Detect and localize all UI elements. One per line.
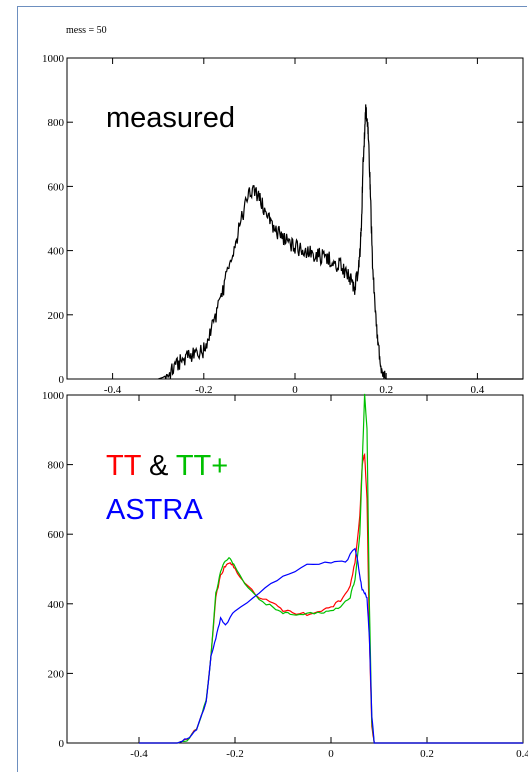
y-tick-label: 200 [48,668,65,680]
x-tick-label: -0.2 [195,384,212,396]
annotation-part-1: & [141,450,176,482]
y-tick-label: 0 [59,738,65,750]
y-tick-label: 400 [48,599,65,611]
y-tick-label: 800 [48,460,65,472]
header-text: mess = 50 [66,25,107,36]
plot-simulated: -0.4 -0.2 0 0.2 0.4 0 200 400 600 800 1000 TT & TT+… [42,390,528,760]
x-tick-label: 0.2 [420,748,434,760]
y-tick-label: 600 [48,181,65,193]
x-tick-label: -0.2 [226,748,243,760]
series-line-0 [157,104,523,380]
x-tick-label: 0.4 [471,384,485,396]
annotation-astra: ASTRA [106,494,203,526]
y-tick-label: 1000 [42,390,65,402]
figure-frame [17,6,527,772]
series-line-2 [139,547,523,744]
y-tick-label: 400 [48,246,65,258]
x-tick-label: -0.4 [130,748,148,760]
y-tick-label: 800 [48,117,65,129]
x-tick-label: 0.2 [379,384,393,396]
y-tick-label: 600 [48,529,65,541]
annotation-part-0: TT [106,450,142,482]
plot-area-border [66,394,524,744]
annotation-legend: TT & TT+ [106,450,228,482]
y-tick-label: 0 [59,374,65,386]
x-tick-label: -0.4 [104,384,122,396]
y-tick-label: 1000 [42,53,65,65]
annotation-part-2: TT+ [176,450,228,482]
x-tick-label: 0 [328,748,334,760]
x-tick-label: 0 [292,384,298,396]
plot-measured: -0.4 -0.2 0 0.2 0.4 0 200 400 600 800 1000 measured [42,53,524,396]
y-tick-label: 200 [48,310,65,322]
annotation-measured: measured [106,102,235,134]
x-tick-label: 0.4 [516,748,528,760]
series-line-1 [139,393,523,744]
